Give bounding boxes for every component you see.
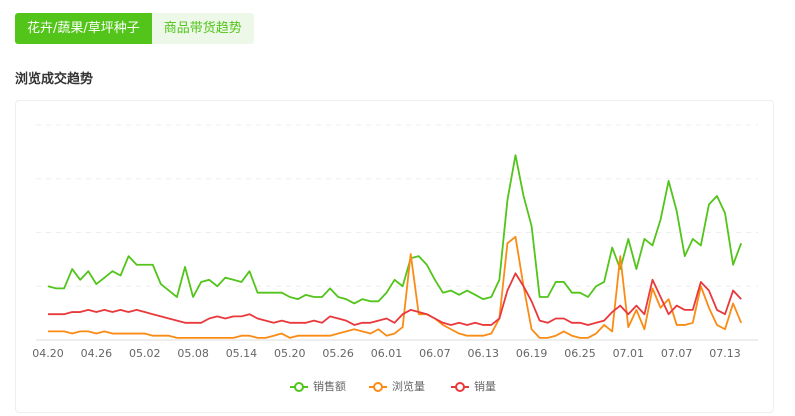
- x-tick-label: 05.14: [226, 347, 258, 360]
- legend-marker[interactable]: [373, 382, 383, 392]
- tabs: 花卉/蔬果/草坪种子 商品带货趋势: [15, 13, 254, 44]
- tab[interactable]: 商品带货趋势: [151, 13, 254, 44]
- legend-label[interactable]: 销量: [474, 379, 496, 393]
- legend-label[interactable]: 销售额: [313, 379, 346, 393]
- x-tick-label: 05.08: [177, 347, 209, 360]
- tab[interactable]: 花卉/蔬果/草坪种子: [15, 13, 152, 44]
- x-tick-label: 07.13: [709, 347, 741, 360]
- x-tick-label: 06.07: [419, 347, 451, 360]
- x-tick-label: 06.19: [516, 347, 548, 360]
- x-tick-label: 04.26: [81, 347, 113, 360]
- legend-marker[interactable]: [455, 382, 465, 392]
- section-title: 浏览成交趋势: [15, 72, 94, 87]
- legend-marker[interactable]: [294, 382, 304, 392]
- legend-label[interactable]: 浏览量: [392, 379, 425, 393]
- x-tick-label: 06.13: [467, 347, 499, 360]
- series-line: [48, 235, 742, 339]
- x-tick-label: 06.01: [371, 347, 403, 360]
- x-tick-label: 04.20: [32, 347, 64, 360]
- series-line: [48, 272, 742, 326]
- x-tick-label: 05.02: [129, 347, 161, 360]
- x-tick-label: 07.01: [613, 347, 645, 360]
- x-tick-label: 06.25: [564, 347, 596, 360]
- series-line: [47, 154, 743, 305]
- chart-card: [15, 100, 774, 413]
- x-tick-label: 05.26: [322, 347, 354, 360]
- x-tick-label: 05.20: [274, 347, 306, 360]
- x-tick-label: 07.07: [661, 347, 693, 360]
